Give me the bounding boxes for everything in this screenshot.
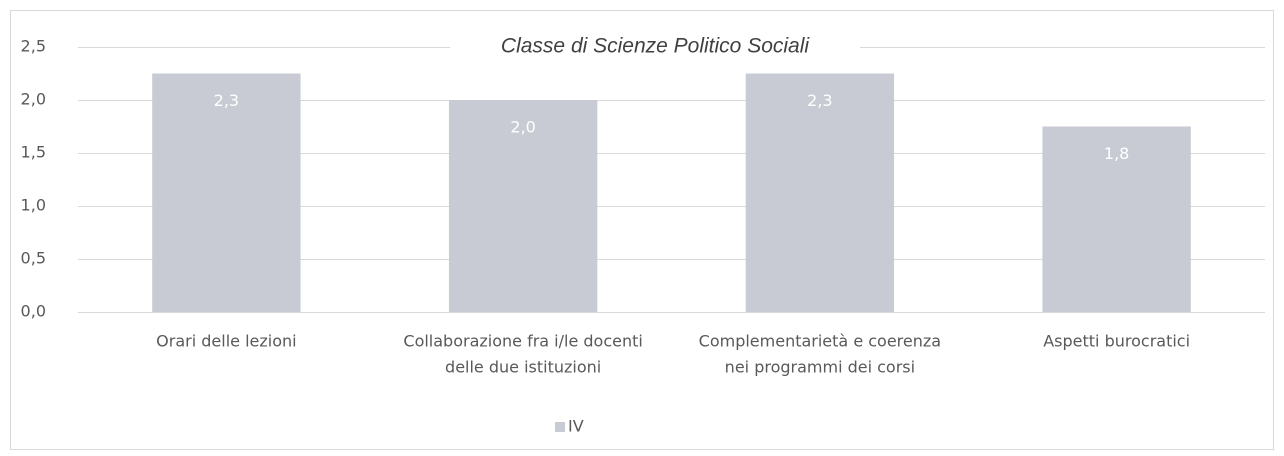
bar [745, 73, 895, 312]
bar [152, 73, 301, 312]
bar [1042, 126, 1191, 312]
x-tick-label: Aspetti burocratici [1043, 332, 1190, 351]
x-tick-label: nei programmi dei corsi [725, 358, 915, 377]
title-background [450, 34, 860, 60]
legend-swatch [555, 422, 565, 432]
x-tick-label: Collaborazione fra i/le docenti [403, 332, 642, 351]
legend-label: IV [568, 417, 584, 436]
y-tick-label: 2,0 [21, 90, 46, 109]
data-label: 2,3 [807, 91, 832, 110]
bar [448, 100, 598, 312]
data-label: 2,0 [510, 118, 535, 137]
chart-title: Classe di Scienze Politico Sociali [501, 35, 810, 58]
plot [152, 73, 1191, 312]
y-tick-label: 1,0 [21, 196, 46, 215]
y-tick-label: 0,5 [21, 249, 46, 268]
y-tick-label: 2,5 [21, 37, 46, 56]
y-tick-label: 1,5 [21, 143, 46, 162]
data-label: 2,3 [214, 91, 239, 110]
x-tick-label: Orari delle lezioni [156, 332, 296, 351]
x-tick-label: Complementarietà e coerenza [699, 332, 941, 351]
y-tick-label: 0,0 [21, 302, 46, 321]
x-tick-label: delle due istituzioni [445, 358, 601, 377]
data-label: 1,8 [1104, 144, 1129, 163]
